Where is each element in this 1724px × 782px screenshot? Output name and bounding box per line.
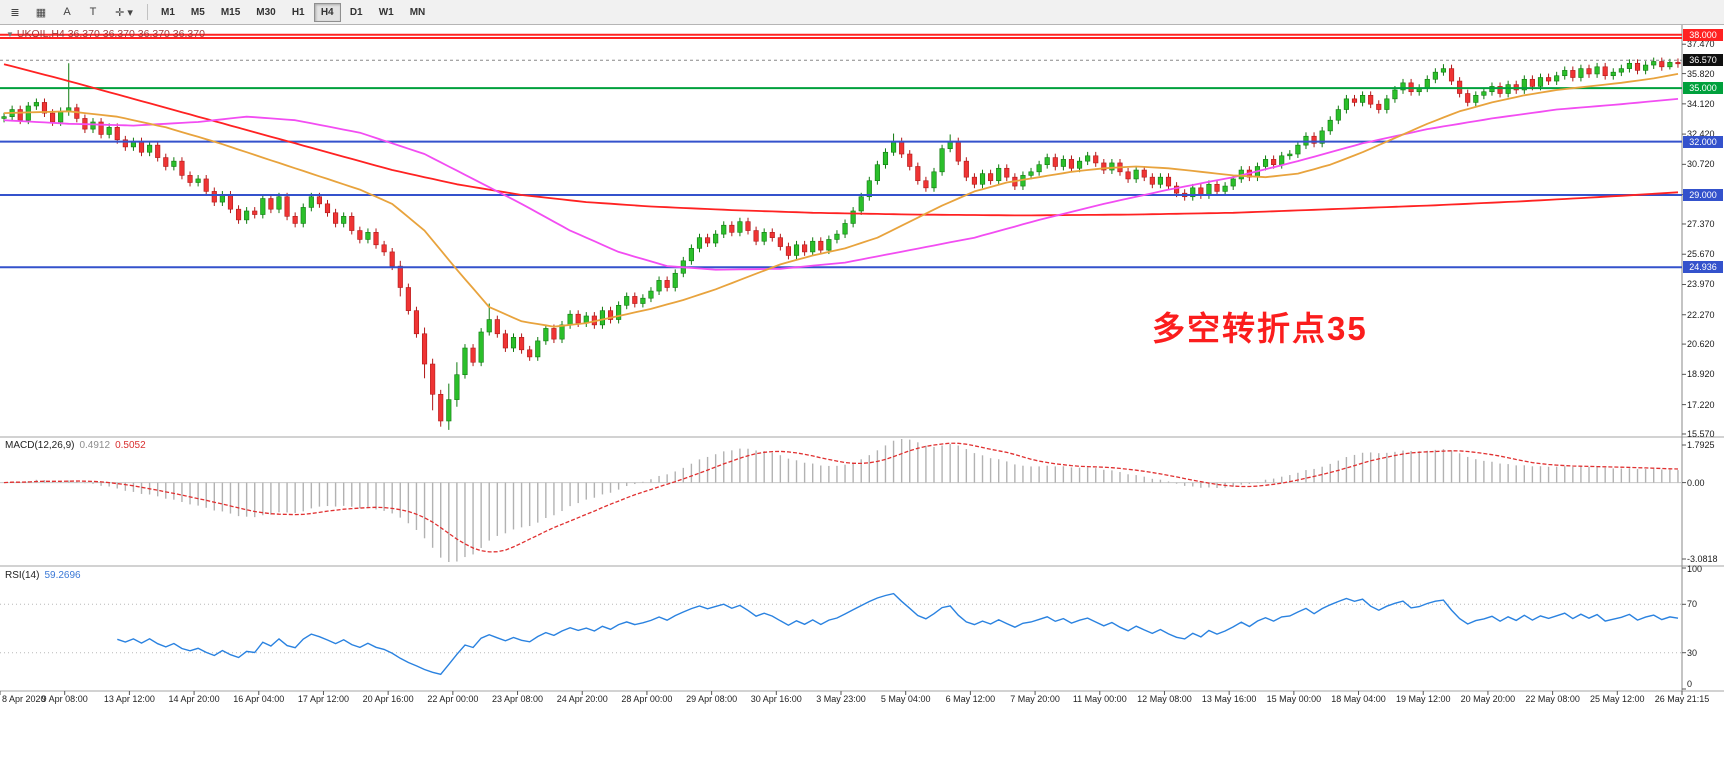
level-lines <box>0 33 1682 269</box>
timeframe-group: M1 M5 M15 M30 H1 H4 D1 W1 MN <box>153 2 433 22</box>
macd-panel <box>0 439 1686 562</box>
timeframe-button-m5[interactable]: M5 <box>183 3 212 22</box>
chart-layout-icon[interactable]: ▦ <box>29 2 53 22</box>
timeframe-button-h4[interactable]: H4 <box>313 3 341 22</box>
crosshair-tool-icon[interactable]: ✛ ▾ <box>107 2 141 22</box>
main-toolbar: ≣ ▦ A T ✛ ▾ M1 M5 M15 M30 H1 H4 D1 W1 MN <box>0 0 1724 25</box>
slow-ma-line <box>3 63 1679 217</box>
timeframe-button-w1[interactable]: W1 <box>371 3 401 22</box>
panel-frame <box>0 25 1724 692</box>
timeframe-button-d1[interactable]: D1 <box>342 3 370 22</box>
candles <box>1 57 1681 430</box>
timeframe-button-mn[interactable]: MN <box>402 3 433 22</box>
timeframe-button-m15[interactable]: M15 <box>213 3 248 22</box>
text-tool-icon[interactable]: A <box>55 2 79 22</box>
timeframe-button-h1[interactable]: H1 <box>284 3 312 22</box>
timeframe-button-m30[interactable]: M30 <box>249 3 283 22</box>
toolbar-separator <box>147 4 148 20</box>
shapes-tool-icon[interactable]: T <box>81 2 105 22</box>
menu-icon[interactable]: ≣ <box>3 2 27 22</box>
price-axis-ticks <box>1682 43 1686 435</box>
fast-ma-line <box>3 73 1679 328</box>
timeframe-button-m1[interactable]: M1 <box>154 3 182 22</box>
time-axis <box>0 691 1683 695</box>
moving-averages <box>3 63 1679 328</box>
rsi-panel <box>0 567 1686 690</box>
